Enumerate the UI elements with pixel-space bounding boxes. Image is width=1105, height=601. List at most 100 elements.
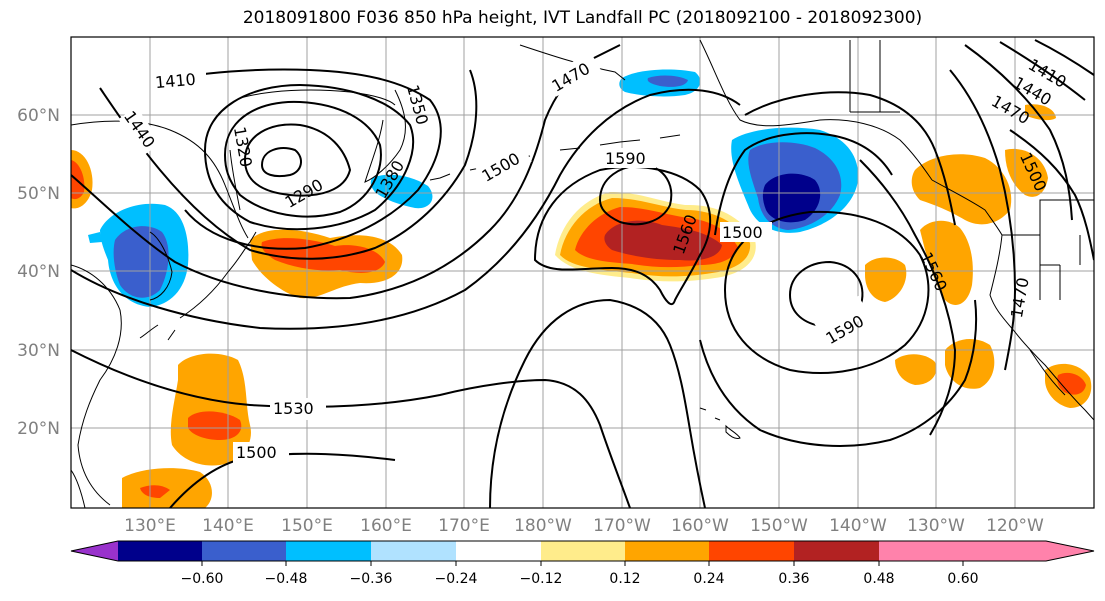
lat-label-40n: 40°N	[17, 262, 60, 282]
ivt-pos-scs	[122, 468, 212, 508]
colorbar-segment-1	[118, 541, 202, 561]
contour-1590-east	[788, 260, 864, 328]
contour-1410	[154, 68, 442, 250]
lon-label-120w: 120°W	[986, 516, 1044, 536]
lon-label-160w: 160°W	[671, 516, 729, 536]
colorbar-tick-labels: −0.60 −0.48 −0.36 −0.24 −0.12 0.12 0.24 …	[181, 571, 979, 587]
colorbar-segment-4	[371, 541, 456, 561]
contour-1380-na	[1034, 39, 1094, 76]
colorbar-segment-9	[794, 541, 879, 561]
lat-label-60n: 60°N	[17, 106, 60, 126]
ivt-pos-central-dark	[604, 220, 722, 261]
contour-label-1590-a: 1590	[605, 149, 646, 168]
ivt-pos-westcoast-d	[865, 257, 907, 302]
colorbar-segment-0	[71, 541, 118, 561]
cb-tick-label-0: −0.60	[181, 571, 224, 587]
colorbar: −0.60 −0.48 −0.36 −0.24 −0.12 0.12 0.24 …	[70, 540, 1095, 587]
ivt-shading	[71, 69, 1092, 508]
cb-tick-label-1: −0.48	[265, 571, 308, 587]
lon-label-150w: 150°W	[750, 516, 808, 536]
lon-label-130w: 130°W	[907, 516, 965, 536]
map-frame	[70, 36, 1095, 509]
colorbar-segment-5	[456, 541, 541, 561]
contour-1410-na	[999, 41, 1086, 101]
contour-1530-east	[699, 299, 978, 447]
colorbar-segment-10	[879, 541, 963, 561]
height-contours	[71, 39, 1094, 508]
lon-label-160e: 160°E	[360, 516, 412, 536]
coast-korea	[149, 231, 173, 301]
lat-label-50n: 50°N	[17, 184, 60, 204]
coast-sakhalin	[229, 149, 241, 211]
coast-na-west	[989, 234, 1094, 421]
ivt-pos-westcoast-a	[911, 154, 1012, 225]
contour-1590-central	[598, 163, 673, 226]
colorbar-outline	[70, 540, 1095, 562]
colorbar-segment-8	[709, 541, 794, 561]
cb-tick-label-3: −0.24	[435, 571, 478, 587]
ivt-pos-scs-inner	[140, 485, 170, 498]
cb-tick-label-5: 0.12	[609, 571, 640, 587]
contour-label-1500-b: 1500	[722, 223, 763, 242]
contour-1530	[71, 349, 631, 508]
lon-axis-labels: 130°E 140°E 150°E 160°E 170°E 180°W 170°…	[124, 516, 1044, 536]
contour-1470-na	[949, 69, 1017, 371]
contour-1470-alaska	[744, 91, 956, 226]
coast-asia-north	[71, 120, 249, 239]
lon-label-150e: 150°E	[281, 516, 333, 536]
contour-1500-na-east	[1009, 129, 1094, 261]
contour-1290	[260, 147, 302, 178]
ivt-pos-mexico-inner	[1057, 372, 1086, 395]
contour-1350	[223, 100, 382, 218]
map-title: 2018091800 F036 850 hPa height, IVT Land…	[242, 8, 923, 28]
contour-1560-east	[723, 210, 930, 374]
lon-label-140e: 140°E	[202, 516, 254, 536]
ivt-pos-westcoast-b	[920, 220, 973, 305]
lon-label-140w: 140°W	[829, 516, 887, 536]
coast-okhotsk	[239, 89, 396, 106]
colorbar-segment-3	[286, 541, 371, 561]
cb-tick-label-9: 0.60	[947, 571, 978, 587]
ivt-pos-westcoast-e	[895, 354, 937, 385]
contour-1500-gulf	[714, 132, 893, 236]
cb-tick-label-2: −0.36	[350, 571, 393, 587]
lon-label-170w: 170°W	[593, 516, 651, 536]
contour-1320	[243, 123, 352, 197]
lat-axis-labels: 60°N 50°N 40°N 30°N 20°N	[17, 106, 60, 439]
contour-1380	[203, 83, 415, 231]
coast-japan	[139, 231, 257, 341]
map-panel: 1410 1440 1320 1290 1350 1380 1470 1500 …	[71, 37, 1094, 508]
coast-philippines	[71, 469, 86, 508]
contour-label-1530: 1530	[273, 399, 314, 418]
ivt-neg-alaska-navy	[762, 173, 821, 223]
lon-label-130e: 130°E	[124, 516, 176, 536]
contour-1560-west	[533, 165, 712, 306]
colorbar-segment-6	[541, 541, 625, 561]
ivt-neg-asia-small	[88, 232, 102, 243]
contour-label-1500-c: 1500	[236, 443, 277, 462]
colorbar-ticks	[201, 561, 964, 566]
ivt-neg-bering-inner	[647, 75, 688, 87]
coast-hawaii	[699, 407, 741, 439]
ivt-pos-kuroshio-inner	[261, 238, 385, 273]
coast-nw-territory	[849, 40, 900, 113]
coast-baja	[1029, 349, 1066, 396]
contour-1500-east	[859, 159, 957, 436]
ivt-pos-westcoast-c	[1005, 148, 1048, 197]
graticule	[71, 37, 1094, 508]
ivt-neg-asia-inner	[113, 226, 169, 298]
cb-tick-label-8: 0.48	[863, 571, 894, 587]
colorbar-segment-7	[625, 541, 709, 561]
contour-1440-na	[964, 44, 1073, 221]
cb-tick-label-6: 0.24	[693, 571, 724, 587]
contour-1500-west	[71, 88, 741, 330]
coast-us-states	[1039, 235, 1081, 300]
lon-label-180w: 180°W	[514, 516, 572, 536]
coast-canada-border	[1002, 199, 1094, 236]
lat-label-30n: 30°N	[17, 341, 60, 361]
colorbar-segment-11	[963, 541, 1094, 561]
cb-tick-label-4: −0.12	[520, 571, 563, 587]
cb-tick-label-7: 0.36	[778, 571, 809, 587]
coast-chukotka	[519, 44, 626, 81]
